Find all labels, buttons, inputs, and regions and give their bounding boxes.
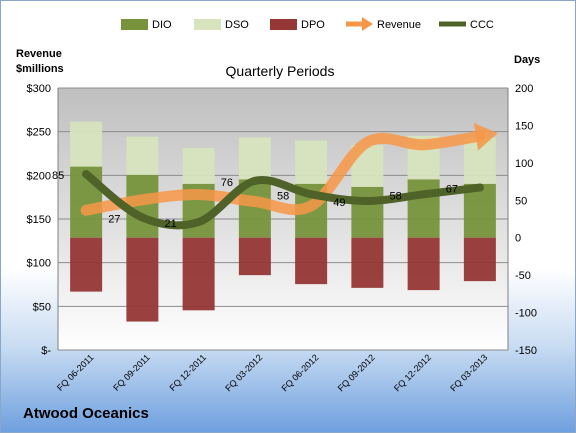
dpo-bar (182, 237, 215, 311)
ccc-point (307, 190, 316, 199)
right-tick-label: 100 (515, 158, 533, 170)
ccc-data-label: 76 (221, 177, 233, 189)
left-axis-label-line1: Revenue (16, 48, 62, 60)
ccc-data-label: 27 (108, 214, 120, 226)
legend-swatch-dio (121, 19, 148, 30)
category-label: FQ 03-2013 (448, 352, 489, 393)
dso-bar (238, 137, 271, 180)
right-tick-label: 150 (515, 120, 533, 132)
legend-swatch-dso (194, 19, 221, 30)
ccc-point (250, 176, 259, 185)
left-tick-label: $- (41, 345, 51, 357)
category-label: FQ 06-2011 (55, 352, 96, 393)
chart-title: Quarterly Periods (226, 63, 335, 79)
left-tick-label: $300 (27, 83, 51, 95)
right-axis-label: Days (514, 54, 540, 66)
ccc-data-label: 67 (446, 184, 458, 196)
legend-label: CCC (470, 19, 494, 31)
ccc-data-label: 49 (333, 197, 345, 209)
dso-bar (70, 121, 103, 167)
right-tick-label: 0 (515, 233, 521, 245)
ccc-point (194, 217, 203, 226)
right-tick-label: -50 (515, 270, 531, 282)
left-tick-label: $250 (27, 127, 51, 139)
legend-label: DPO (301, 19, 325, 31)
legend-arrow-revenue (362, 17, 373, 31)
right-tick-label: -150 (515, 345, 537, 357)
category-label: FQ 03-2012 (223, 352, 264, 393)
right-tick-label: 200 (515, 83, 533, 95)
legend-label: Revenue (377, 19, 421, 31)
right-tick-label: 50 (515, 195, 527, 207)
category-label: FQ 12-2012 (392, 352, 433, 393)
legend-label: DSO (225, 19, 249, 31)
legend-label: DIO (152, 19, 172, 31)
left-tick-label: $150 (27, 214, 51, 226)
dpo-bar (351, 237, 384, 288)
dpo-bar (295, 237, 328, 285)
right-tick-label: -100 (515, 308, 537, 320)
dio-bar (351, 186, 384, 238)
left-axis-label-line2: $millions (16, 63, 64, 75)
ccc-point (363, 197, 372, 206)
left-tick-label: $100 (27, 258, 51, 270)
dso-bar (295, 140, 328, 184)
ccc-data-label: 21 (165, 218, 177, 230)
dpo-bar (238, 237, 271, 276)
dpo-bar (463, 237, 496, 282)
dso-bar (126, 136, 159, 175)
dpo-bar (126, 237, 159, 322)
category-label: FQ 06-2012 (280, 352, 321, 393)
ccc-point (419, 190, 428, 199)
dpo-bar (70, 237, 103, 292)
legend-swatch-dpo (270, 19, 297, 30)
company-name: Atwood Oceanics (23, 405, 149, 422)
left-tick-label: $200 (27, 170, 51, 182)
ccc-data-label: 58 (390, 190, 402, 202)
left-tick-label: $50 (33, 301, 51, 313)
revenue-arrowhead (473, 122, 498, 151)
category-label: FQ 09-2012 (336, 352, 377, 393)
ccc-point (138, 213, 147, 222)
ccc-point (82, 170, 91, 179)
dso-bar (182, 147, 215, 184)
category-label: FQ 12-2011 (167, 352, 208, 393)
category-label: FQ 09-2011 (111, 352, 152, 393)
ccc-data-label: 58 (277, 190, 289, 202)
revenue-line (80, 130, 486, 216)
ccc-point (475, 183, 484, 192)
dpo-bar (407, 237, 440, 291)
dio-bar (407, 179, 440, 238)
